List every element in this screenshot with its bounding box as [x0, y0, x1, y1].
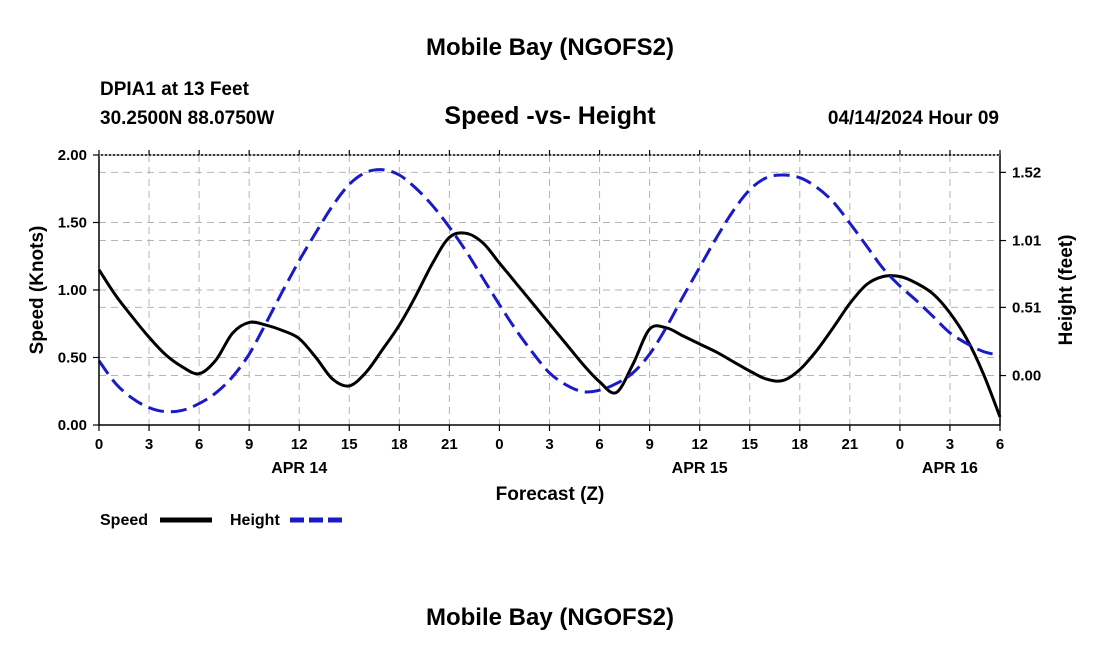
bottom-title: Mobile Bay (NGOFS2) — [426, 604, 674, 631]
height-series-line — [97, 168, 1001, 414]
x-tick-label: 0 — [896, 436, 904, 453]
x-tick-label: 21 — [841, 436, 858, 453]
x-tick-label: 0 — [95, 436, 103, 453]
x-tick-label: 6 — [595, 436, 603, 453]
date-label: APR 14 — [271, 460, 327, 477]
x-tick-label: 6 — [195, 436, 203, 453]
speed-series-line — [97, 231, 1002, 418]
y-right-tick-label: 1.52 — [1012, 164, 1041, 181]
x-axis-label: Forecast (Z) — [496, 484, 605, 505]
legend-speed-label: Speed — [100, 512, 148, 529]
top-title: Mobile Bay (NGOFS2) — [426, 34, 674, 61]
x-tick-label: 18 — [391, 436, 408, 453]
grid — [98, 154, 1001, 426]
x-tick-label: 3 — [145, 436, 153, 453]
date-label: APR 15 — [672, 460, 728, 477]
y-right-tick-label: 1.01 — [1012, 233, 1041, 250]
legend: Speed Height — [100, 512, 342, 529]
y-left-tick-label: 0.50 — [58, 350, 87, 367]
y-left-tick-label: 1.00 — [58, 282, 87, 299]
y-left-tick-label: 1.50 — [58, 215, 87, 232]
x-tick-label: 6 — [996, 436, 1004, 453]
date-label: APR 16 — [922, 460, 978, 477]
chart-title: Speed -vs- Height — [444, 102, 656, 130]
coords-label: 30.2500N 88.0750W — [100, 108, 274, 129]
x-tick-label: 9 — [645, 436, 653, 453]
legend-height-label: Height — [230, 512, 280, 529]
y-axis-right-label: Height (feet) — [1056, 235, 1077, 346]
x-tick-label: 15 — [741, 436, 758, 453]
x-tick-label: 12 — [291, 436, 308, 453]
x-tick-label: 12 — [691, 436, 708, 453]
axis-ticks: 0 3 6 9 12 15 18 21 0 3 6 9 12 15 18 21 0 3 6 APR 14 APR 15 A… — [58, 147, 1041, 477]
x-tick-label: 18 — [791, 436, 808, 453]
x-tick-label: 3 — [545, 436, 553, 453]
station-label: DPIA1 at 13 Feet — [100, 79, 250, 100]
x-tick-label: 21 — [441, 436, 458, 453]
x-tick-label: 0 — [495, 436, 503, 453]
y-right-tick-label: 0.51 — [1012, 299, 1041, 316]
y-axis-left-label: Speed (Knots) — [27, 226, 48, 355]
y-left-tick-label: 2.00 — [58, 147, 87, 164]
x-tick-label: 15 — [341, 436, 358, 453]
x-tick-label: 9 — [245, 436, 253, 453]
x-tick-label: 3 — [946, 436, 954, 453]
timestamp-label: 04/14/2024 Hour 09 — [828, 108, 999, 129]
y-right-tick-label: 0.00 — [1012, 368, 1041, 385]
y-left-tick-label: 0.00 — [58, 417, 87, 434]
series-lines — [97, 168, 1002, 418]
